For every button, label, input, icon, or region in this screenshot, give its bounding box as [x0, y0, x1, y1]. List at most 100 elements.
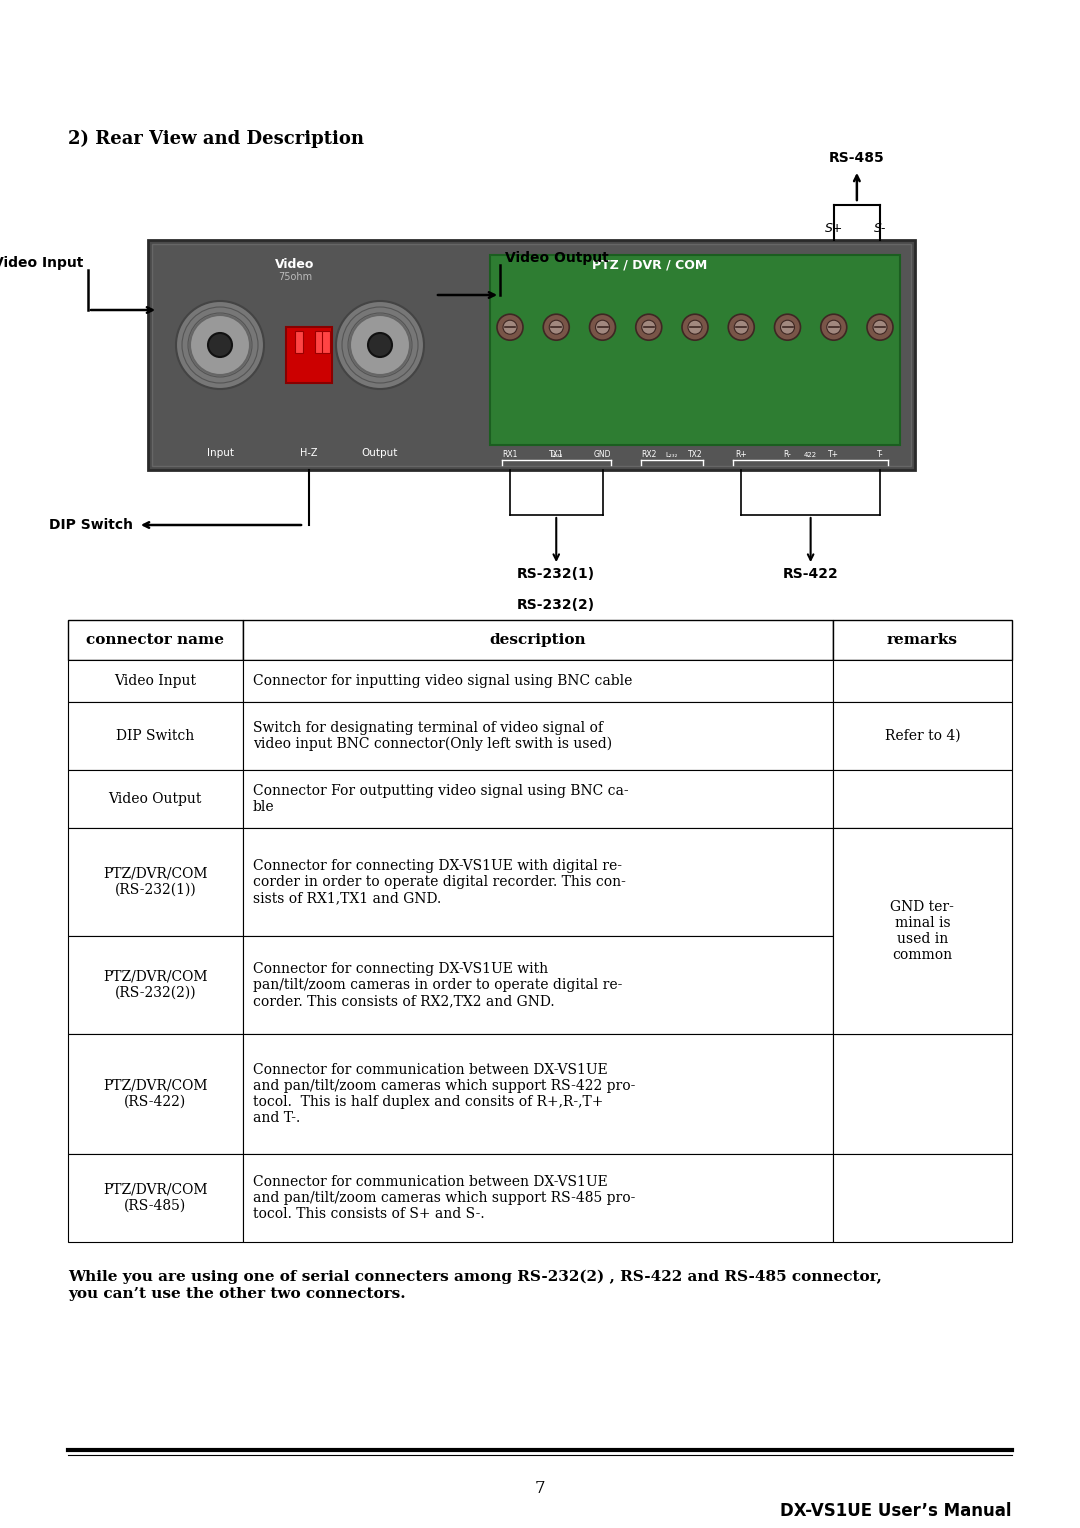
Circle shape — [336, 301, 424, 390]
Text: PTZ/DVR/COM
(RS-422): PTZ/DVR/COM (RS-422) — [103, 1079, 207, 1109]
Text: RS-232(2): RS-232(2) — [517, 597, 595, 613]
Text: Refer to 4): Refer to 4) — [885, 729, 960, 743]
Bar — [833, 770, 1012, 828]
Bar — [243, 770, 833, 828]
Text: 75ohm: 75ohm — [278, 272, 312, 283]
Text: connector name: connector name — [86, 633, 225, 646]
Text: 422: 422 — [805, 452, 818, 458]
Bar — [315, 332, 323, 353]
Circle shape — [550, 321, 564, 335]
Text: RX1: RX1 — [502, 451, 517, 458]
Text: Connector for communication between DX-VS1UE
and pan/tilt/zoom cameras which sup: Connector for communication between DX-V… — [253, 1062, 635, 1125]
Text: H-Z: H-Z — [300, 448, 318, 458]
Text: L₂₃₂: L₂₃₂ — [665, 452, 678, 458]
Text: Video Input: Video Input — [0, 257, 83, 270]
Circle shape — [728, 315, 754, 341]
Circle shape — [190, 315, 249, 374]
Text: description: description — [489, 633, 586, 646]
Text: While you are using one of serial connecters among RS-232(2) , RS-422 and RS-485: While you are using one of serial connec… — [68, 1270, 882, 1300]
Text: Switch for designating terminal of video signal of
video input BNC connector(Onl: Switch for designating terminal of video… — [253, 721, 611, 752]
Circle shape — [734, 321, 748, 335]
Text: Video Input: Video Input — [114, 674, 197, 688]
Circle shape — [873, 321, 887, 335]
Bar — [68, 701, 243, 770]
Bar — [286, 327, 332, 384]
Bar — [322, 332, 330, 353]
Bar — [152, 244, 912, 466]
Text: PTZ/DVR/COM
(RS-232(1)): PTZ/DVR/COM (RS-232(1)) — [103, 866, 207, 897]
Text: T+: T+ — [828, 451, 839, 458]
Circle shape — [503, 321, 517, 335]
Text: Connector for connecting DX-VS1UE with digital re-
corder in order to operate di: Connector for connecting DX-VS1UE with d… — [253, 859, 625, 905]
Bar — [68, 620, 243, 660]
Bar — [833, 660, 1012, 701]
Text: Connector For outputting video signal using BNC ca-
ble: Connector For outputting video signal us… — [253, 784, 629, 814]
Text: remarks: remarks — [887, 633, 958, 646]
Text: R+: R+ — [735, 451, 747, 458]
Circle shape — [636, 315, 662, 341]
Text: GND: GND — [594, 451, 611, 458]
Bar — [243, 701, 833, 770]
Text: Connector for inputting video signal using BNC cable: Connector for inputting video signal usi… — [253, 674, 632, 688]
Bar — [243, 620, 833, 660]
Bar — [833, 937, 1012, 1034]
Text: Video Output: Video Output — [109, 792, 202, 805]
Circle shape — [176, 301, 264, 390]
Circle shape — [867, 315, 893, 341]
Bar — [68, 1034, 243, 1154]
Text: Input: Input — [206, 448, 233, 458]
Text: TX2: TX2 — [688, 451, 702, 458]
Circle shape — [543, 315, 569, 341]
Text: DIP Switch: DIP Switch — [49, 518, 133, 532]
Text: DIP Switch: DIP Switch — [117, 729, 194, 743]
Bar — [833, 1154, 1012, 1242]
Bar — [295, 332, 303, 353]
Circle shape — [774, 315, 800, 341]
Text: 7: 7 — [535, 1481, 545, 1497]
Text: RS-232(1): RS-232(1) — [517, 567, 595, 581]
Bar — [243, 1154, 833, 1242]
Circle shape — [590, 315, 616, 341]
Bar — [833, 701, 1012, 770]
Circle shape — [642, 321, 656, 335]
Bar — [68, 1154, 243, 1242]
Bar — [490, 255, 900, 445]
Text: RS-422: RS-422 — [783, 567, 838, 581]
Bar — [243, 1034, 833, 1154]
Circle shape — [350, 315, 410, 374]
Circle shape — [681, 315, 708, 341]
Bar — [243, 828, 833, 937]
Text: RS-485: RS-485 — [829, 151, 885, 165]
Text: TX1: TX1 — [549, 451, 564, 458]
Text: Connector for communication between DX-VS1UE
and pan/tilt/zoom cameras which sup: Connector for communication between DX-V… — [253, 1175, 635, 1221]
Text: RX2: RX2 — [642, 451, 657, 458]
Text: R-: R- — [784, 451, 792, 458]
Text: GND ter-
minal is
used in
common: GND ter- minal is used in common — [890, 900, 955, 963]
Circle shape — [688, 321, 702, 335]
Text: PTZ/DVR/COM
(RS-232(2)): PTZ/DVR/COM (RS-232(2)) — [103, 970, 207, 1001]
Bar — [833, 1034, 1012, 1154]
Text: Output: Output — [362, 448, 399, 458]
Circle shape — [595, 321, 609, 335]
Circle shape — [368, 333, 392, 358]
Bar — [148, 240, 915, 471]
Text: PTZ/DVR/COM
(RS-485): PTZ/DVR/COM (RS-485) — [103, 1183, 207, 1213]
Bar — [243, 937, 833, 1034]
Bar — [833, 620, 1012, 660]
Bar — [833, 828, 1012, 1034]
Text: T-: T- — [877, 451, 883, 458]
Text: 2) Rear View and Description: 2) Rear View and Description — [68, 130, 364, 148]
Circle shape — [497, 315, 523, 341]
Text: L₂₃₂: L₂₃₂ — [550, 452, 563, 458]
Circle shape — [827, 321, 840, 335]
Bar — [833, 828, 1012, 937]
Text: Video: Video — [275, 258, 314, 270]
Text: Connector for connecting DX-VS1UE with
pan/tilt/zoom cameras in order to operate: Connector for connecting DX-VS1UE with p… — [253, 961, 622, 1008]
Bar — [68, 770, 243, 828]
Circle shape — [208, 333, 232, 358]
Circle shape — [781, 321, 795, 335]
Bar — [68, 660, 243, 701]
Text: DX-VS1UE User’s Manual: DX-VS1UE User’s Manual — [781, 1502, 1012, 1520]
Text: S+: S+ — [824, 222, 842, 235]
Circle shape — [821, 315, 847, 341]
